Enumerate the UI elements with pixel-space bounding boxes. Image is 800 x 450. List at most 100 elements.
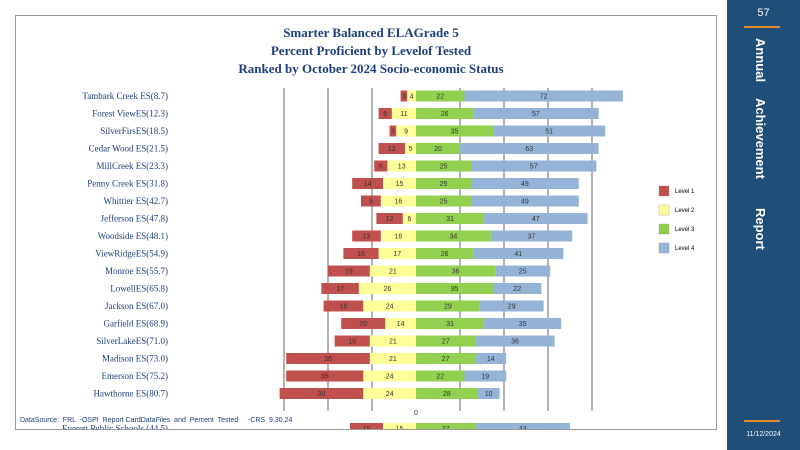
bar-value-label: 37 bbox=[528, 234, 536, 241]
category-label: SilverFirsES(18.5) bbox=[100, 126, 168, 136]
bar-level-2 bbox=[363, 388, 416, 399]
bar-value-label: 14 bbox=[487, 356, 495, 363]
bar-level-4 bbox=[475, 353, 507, 364]
bar-value-label: 27 bbox=[442, 339, 450, 346]
category-label: Jefferson ES(47.8) bbox=[101, 214, 168, 224]
bar-level-3 bbox=[416, 178, 471, 189]
bar-value-label: 20 bbox=[434, 146, 442, 153]
bar-level-3 bbox=[416, 230, 491, 242]
bar-level-2 bbox=[369, 335, 416, 347]
bar-value-label: 35 bbox=[519, 321, 527, 328]
category-label: Tambark Creek ES(8.7) bbox=[82, 91, 168, 101]
bar-level-1 bbox=[321, 283, 359, 294]
bar-value-label: 29 bbox=[508, 304, 516, 311]
bar-level-4 bbox=[473, 108, 599, 119]
bar-value-label: 36 bbox=[511, 339, 519, 346]
bar-level-3 bbox=[416, 353, 476, 364]
legend-swatch bbox=[658, 204, 670, 216]
bar-level-1 bbox=[376, 213, 403, 224]
bar-level-2 bbox=[363, 300, 416, 312]
bar-value-label: 57 bbox=[532, 111, 540, 118]
page-number: 57 bbox=[757, 7, 770, 19]
bar-value-label: 21 bbox=[389, 269, 397, 276]
bar-value-label: 35 bbox=[451, 286, 459, 293]
bar-value-label: 9 bbox=[369, 199, 373, 206]
bar-level-1 bbox=[343, 248, 379, 259]
category-label: ViewRidgeES(54.9) bbox=[95, 249, 168, 259]
bar-level-1 bbox=[389, 125, 397, 137]
category-label: Forest ViewES(12.3) bbox=[92, 109, 168, 119]
bar-level-4 bbox=[490, 230, 573, 242]
legend-label: Level 1 bbox=[675, 189, 695, 195]
bar-value-label: 24 bbox=[386, 391, 394, 398]
bar-level-2 bbox=[380, 195, 416, 207]
bar-value-label: 6 bbox=[379, 164, 383, 171]
bar-level-3 bbox=[416, 213, 485, 224]
sidebar-word-annual: Annual bbox=[753, 38, 768, 83]
legend-label: Level 2 bbox=[675, 208, 695, 214]
bar-level-3 bbox=[416, 195, 471, 207]
bar-value-label: 49 bbox=[521, 181, 529, 188]
category-label: Woodside ES(48.1) bbox=[98, 231, 168, 241]
bar-level-1 bbox=[350, 423, 383, 429]
bar-value-label: 17 bbox=[336, 286, 344, 293]
bar-value-label: 16 bbox=[357, 251, 365, 258]
category-label: Jackson ES(67.0) bbox=[105, 301, 168, 311]
bar-value-label: 11 bbox=[400, 111, 407, 118]
sidebar: 57 Annual Achievement Report 11/12/2024 bbox=[727, 0, 800, 450]
bar-level-1 bbox=[341, 318, 386, 329]
bar-value-label: 22 bbox=[436, 374, 444, 381]
bar-value-label: 15 bbox=[363, 426, 371, 429]
category-labels: Tambark Creek ES(8.7) Forest ViewES(12.3)… bbox=[62, 91, 418, 429]
bar-level-2 bbox=[396, 125, 416, 137]
bar-value-label: 15 bbox=[396, 426, 404, 429]
accent-line-bottom bbox=[744, 420, 780, 422]
bar-chart: Smarter Balanced ELAGrade 5 Percent Prof… bbox=[62, 25, 695, 429]
bar-level-3 bbox=[416, 388, 478, 399]
bar-value-label: 24 bbox=[386, 304, 394, 311]
bar-value-label: 14 bbox=[397, 321, 405, 328]
bar-level-1 bbox=[352, 178, 383, 189]
bar-level-4 bbox=[471, 195, 579, 207]
category-label: SilverLakeES(71.0) bbox=[96, 336, 168, 346]
bar-value-label: 16 bbox=[395, 234, 403, 241]
bar-level-4 bbox=[493, 125, 606, 137]
bar-value-label: 6 bbox=[383, 111, 387, 118]
bar-value-label: 25 bbox=[440, 164, 448, 171]
bar-level-2 bbox=[358, 283, 416, 294]
bar-level-3 bbox=[416, 265, 496, 277]
bar-value-label: 27 bbox=[442, 426, 450, 429]
bar-level-2 bbox=[369, 353, 416, 364]
bar-value-label: 31 bbox=[446, 216, 454, 223]
category-label: Penny Creek ES(31.8) bbox=[87, 179, 168, 189]
sidebar-word-achievement: Achievement bbox=[753, 98, 768, 179]
bar-level-3 bbox=[416, 160, 471, 172]
bar-level-2 bbox=[402, 213, 416, 224]
bar-level-4 bbox=[479, 300, 544, 312]
sidebar-word-report: Report bbox=[753, 208, 768, 250]
bar-value-label: 16 bbox=[348, 339, 356, 346]
bar-value-label: 10 bbox=[485, 391, 493, 398]
bar-level-3 bbox=[416, 125, 493, 137]
bar-value-label: 19 bbox=[345, 269, 353, 276]
bar-level-4 bbox=[495, 265, 551, 277]
bar-level-3 bbox=[416, 90, 465, 102]
bar-level-1 bbox=[286, 370, 364, 382]
bar-level-3 bbox=[416, 143, 460, 154]
category-label: MillCreek ES(23.3) bbox=[97, 161, 169, 171]
source-note: DataSource: FRL -OSPI Report CardDataFil… bbox=[20, 417, 293, 424]
bar-value-label: 27 bbox=[442, 356, 450, 363]
bar-value-label: 49 bbox=[521, 199, 529, 206]
bar-level-2 bbox=[385, 318, 416, 329]
bar-level-2 bbox=[405, 143, 416, 154]
bar-level-2 bbox=[369, 265, 416, 277]
bar-level-4 bbox=[475, 423, 570, 429]
accent-line-top bbox=[744, 26, 780, 28]
bar-level-4 bbox=[484, 213, 588, 224]
bar-value-label: 26 bbox=[441, 251, 449, 258]
bar-value-label: 38 bbox=[318, 391, 326, 398]
bar-level-3 bbox=[416, 248, 474, 259]
bar-value-label: 38 bbox=[324, 356, 332, 363]
bar-value-label: 15 bbox=[396, 181, 404, 188]
category-label: Whittier ES(42.7) bbox=[104, 196, 169, 206]
